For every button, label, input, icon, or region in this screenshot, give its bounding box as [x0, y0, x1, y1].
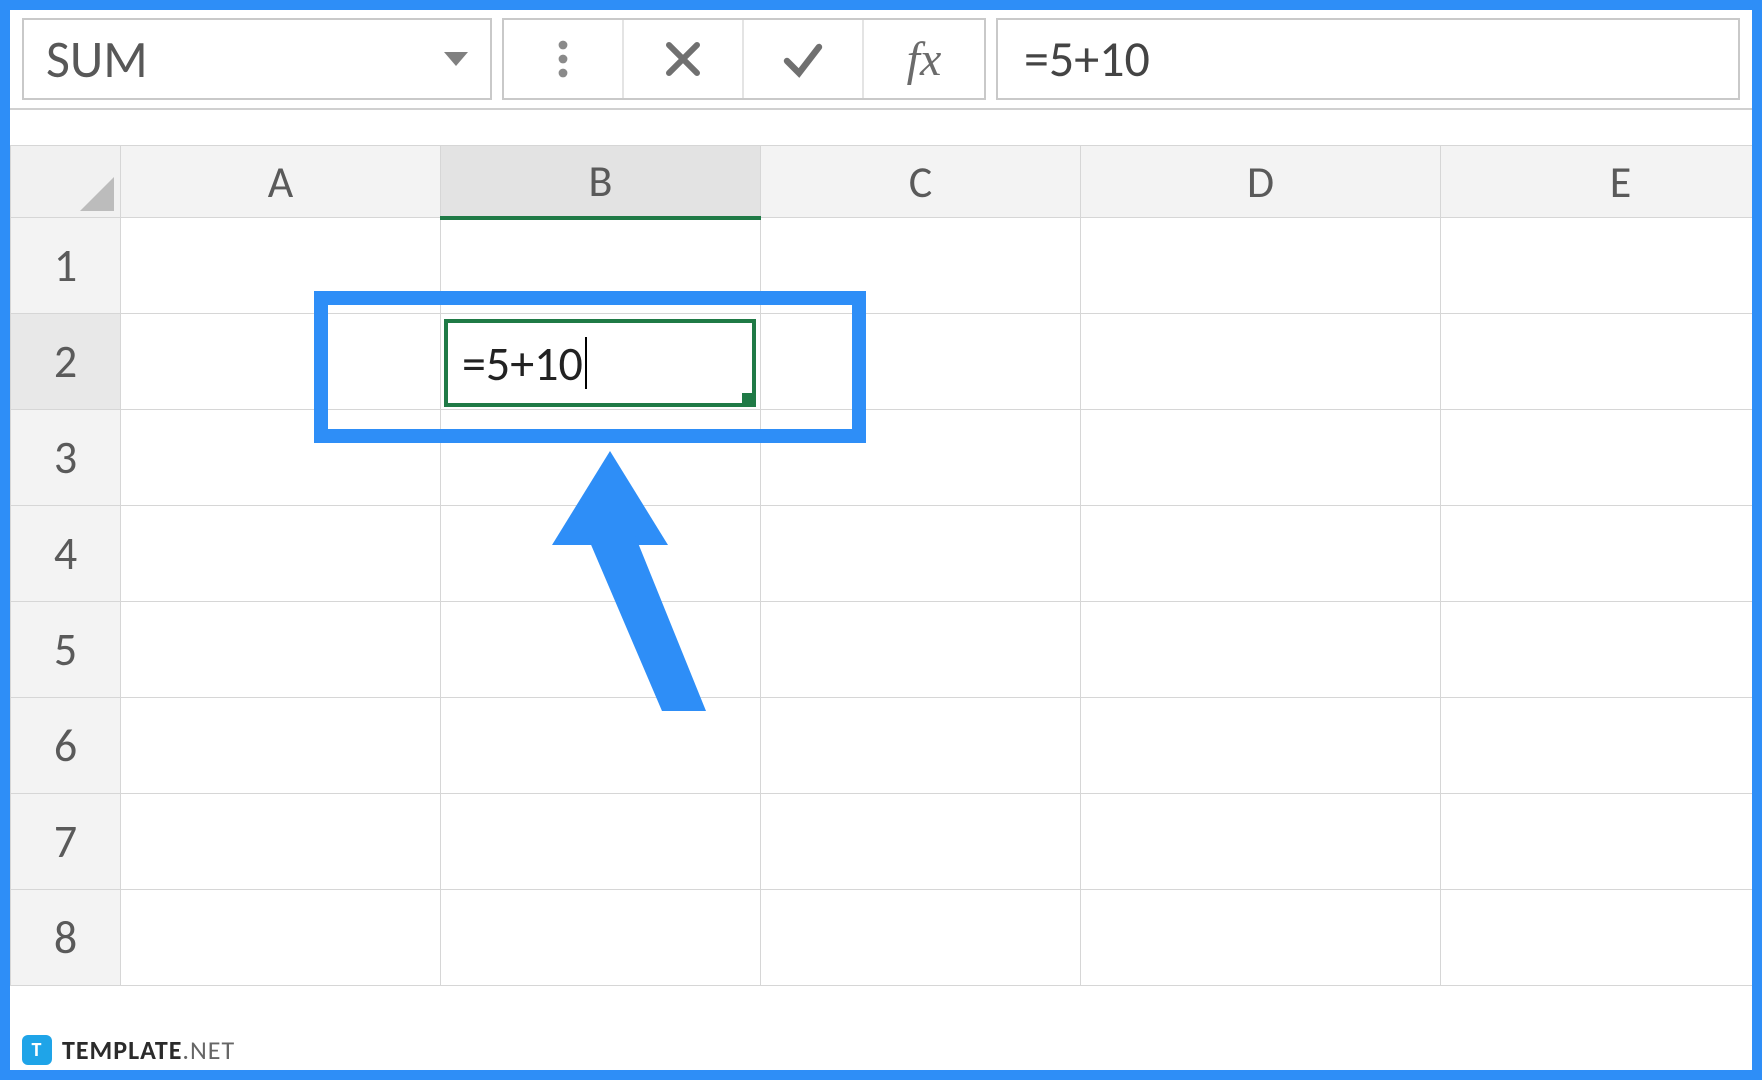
cell-A1[interactable] [121, 218, 441, 314]
row-6: 6 [11, 698, 1753, 794]
row-header-7[interactable]: 7 [11, 794, 121, 890]
column-header-C[interactable]: C [761, 146, 1081, 218]
cell-C1[interactable] [761, 218, 1081, 314]
row-header-5[interactable]: 5 [11, 602, 121, 698]
watermark-badge: T [22, 1035, 52, 1065]
formula-bar-buttons: fx [502, 18, 986, 100]
spreadsheet-grid[interactable]: A B C D E 1 2 3 4 5 6 7 8 [10, 145, 1752, 986]
cell-E7[interactable] [1441, 794, 1753, 890]
app-content: SUM fx =5+10 [10, 10, 1752, 1070]
column-header-B[interactable]: B [441, 146, 761, 218]
cell-A2[interactable] [121, 314, 441, 410]
cell-B5[interactable] [441, 602, 761, 698]
watermark-thin: .NET [182, 1034, 235, 1066]
watermark: T TEMPLATE.NET [22, 1034, 235, 1066]
column-header-E[interactable]: E [1441, 146, 1753, 218]
cell-C7[interactable] [761, 794, 1081, 890]
cell-D7[interactable] [1081, 794, 1441, 890]
row-header-8[interactable]: 8 [11, 890, 121, 986]
cell-B8[interactable] [441, 890, 761, 986]
row-8: 8 [11, 890, 1753, 986]
cell-E2[interactable] [1441, 314, 1753, 410]
row-header-1[interactable]: 1 [11, 218, 121, 314]
column-header-D[interactable]: D [1081, 146, 1441, 218]
cell-B1[interactable] [441, 218, 761, 314]
dots-vertical-icon [539, 35, 587, 83]
row-4: 4 [11, 506, 1753, 602]
cell-A4[interactable] [121, 506, 441, 602]
cell-E3[interactable] [1441, 410, 1753, 506]
name-box-dropdown-icon[interactable] [444, 52, 468, 66]
formula-input[interactable]: =5+10 [996, 18, 1740, 100]
row-7: 7 [11, 794, 1753, 890]
formula-input-value: =5+10 [1024, 29, 1150, 90]
check-icon [779, 35, 827, 83]
name-box[interactable]: SUM [22, 18, 492, 100]
cell-E8[interactable] [1441, 890, 1753, 986]
cell-C4[interactable] [761, 506, 1081, 602]
active-cell-value: =5+10 [462, 334, 583, 393]
active-cell-B2[interactable]: =5+10 [444, 319, 756, 407]
row-5: 5 [11, 602, 1753, 698]
cell-C3[interactable] [761, 410, 1081, 506]
cell-C2[interactable] [761, 314, 1081, 410]
row-header-2[interactable]: 2 [11, 314, 121, 410]
cell-E6[interactable] [1441, 698, 1753, 794]
cell-A5[interactable] [121, 602, 441, 698]
row-1: 1 [11, 218, 1753, 314]
select-all-corner[interactable] [11, 146, 121, 218]
cell-E5[interactable] [1441, 602, 1753, 698]
cell-A3[interactable] [121, 410, 441, 506]
cell-D8[interactable] [1081, 890, 1441, 986]
formula-bar: SUM fx =5+10 [10, 10, 1752, 110]
cell-A8[interactable] [121, 890, 441, 986]
cell-E4[interactable] [1441, 506, 1753, 602]
grid-area: A B C D E 1 2 3 4 5 6 7 8 [10, 145, 1752, 1070]
cell-D6[interactable] [1081, 698, 1441, 794]
cell-D2[interactable] [1081, 314, 1441, 410]
cell-D1[interactable] [1081, 218, 1441, 314]
row-header-6[interactable]: 6 [11, 698, 121, 794]
cell-B6[interactable] [441, 698, 761, 794]
cancel-x-icon [659, 35, 707, 83]
cancel-button[interactable] [624, 20, 744, 98]
watermark-bold: TEMPLATE [62, 1034, 182, 1066]
cell-C8[interactable] [761, 890, 1081, 986]
cell-B3[interactable] [441, 410, 761, 506]
cell-C5[interactable] [761, 602, 1081, 698]
text-caret [585, 337, 587, 389]
cell-C6[interactable] [761, 698, 1081, 794]
row-2: 2 [11, 314, 1753, 410]
cell-B4[interactable] [441, 506, 761, 602]
cell-B7[interactable] [441, 794, 761, 890]
name-box-value: SUM [46, 27, 148, 91]
row-3: 3 [11, 410, 1753, 506]
row-header-3[interactable]: 3 [11, 410, 121, 506]
insert-function-button[interactable]: fx [864, 20, 984, 98]
cell-D5[interactable] [1081, 602, 1441, 698]
column-header-A[interactable]: A [121, 146, 441, 218]
column-header-row: A B C D E [11, 146, 1753, 218]
enter-button[interactable] [744, 20, 864, 98]
cell-A7[interactable] [121, 794, 441, 890]
more-button[interactable] [504, 20, 624, 98]
cell-D4[interactable] [1081, 506, 1441, 602]
fx-icon: fx [907, 32, 942, 87]
cell-D3[interactable] [1081, 410, 1441, 506]
cell-A6[interactable] [121, 698, 441, 794]
cell-E1[interactable] [1441, 218, 1753, 314]
row-header-4[interactable]: 4 [11, 506, 121, 602]
